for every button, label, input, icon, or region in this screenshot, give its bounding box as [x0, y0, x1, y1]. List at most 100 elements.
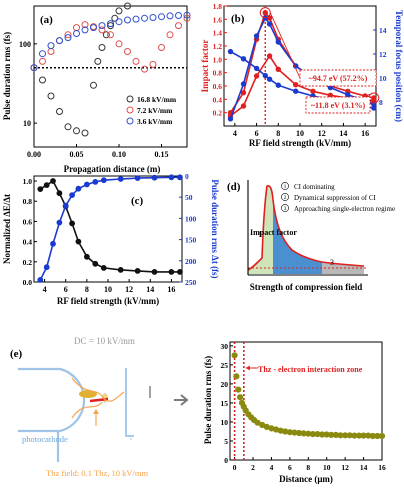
data-point	[73, 127, 80, 135]
data-point	[158, 44, 165, 51]
data-point	[158, 13, 165, 21]
data-point	[75, 238, 82, 245]
data-point	[266, 21, 273, 27]
y-tick-label: 30	[221, 342, 229, 351]
data-point	[98, 26, 106, 34]
panel-b-annotations: ~94.7 eV (57.2%) ~11.8 eV (3.1%)	[299, 69, 377, 114]
data-point	[81, 129, 89, 137]
photocathode-shape	[18, 367, 86, 433]
data-point	[56, 190, 63, 197]
data-point	[141, 65, 148, 73]
data-point	[37, 186, 44, 193]
x-tick-label: 12	[318, 129, 326, 138]
panel-e-label: (e)	[10, 348, 23, 360]
y-tick-label: 0.6	[213, 82, 223, 91]
x-tick-label: 10	[104, 285, 112, 294]
panel-c-label: (c)	[131, 195, 144, 207]
data-point	[56, 219, 63, 226]
y2-tick-label: 10	[379, 74, 387, 83]
panel-e-ticks: 0 2 4 6 8 10 12 14 16 0 5 10 15 20 25 30	[221, 342, 387, 472]
data-point	[43, 182, 50, 189]
data-point	[117, 176, 124, 182]
data-point	[47, 92, 55, 100]
data-point	[94, 57, 102, 65]
data-point	[168, 174, 175, 181]
y-tick-label: 10	[221, 418, 229, 427]
legend-label: 3.6 kV/mm	[137, 117, 173, 126]
data-point	[64, 123, 72, 131]
data-point	[275, 82, 281, 88]
panel-c-frame	[33, 175, 183, 283]
data-point	[240, 103, 247, 109]
x-tick-label: 0	[233, 463, 237, 472]
y-tick-label: 1.8	[213, 2, 223, 11]
x-tick-label: 12	[125, 285, 133, 294]
data-point	[98, 22, 106, 30]
y-tick-label: 100	[19, 40, 31, 49]
panel-b-marks	[227, 6, 380, 126]
x-tick-label: 0.00	[27, 150, 41, 159]
data-point	[231, 352, 238, 359]
region-1-fill	[262, 185, 273, 274]
data-point	[115, 7, 123, 15]
x-tick-label: 10	[323, 463, 331, 472]
data-point	[75, 185, 82, 192]
data-point	[266, 76, 273, 82]
x-tick-label: 4	[233, 129, 237, 138]
data-point	[115, 18, 123, 26]
panel-e-ylabel: Pulse duration rms (fs)	[203, 356, 213, 444]
y-tick-label: 1.2	[213, 42, 223, 51]
data-point	[47, 42, 55, 50]
data-point	[132, 15, 140, 23]
panel-e-marks	[231, 342, 386, 460]
legend-num-3: 3	[284, 206, 287, 212]
data-point	[124, 16, 131, 24]
thz-arrow-head	[93, 409, 99, 414]
x-tick-label: 16	[361, 129, 369, 138]
panel-d-ylabel: Impact factor	[250, 228, 297, 237]
data-point	[107, 31, 114, 39]
data-point	[98, 44, 106, 51]
y2-tick-label: 8	[379, 98, 383, 107]
panel-a-xlabel: Propagation distance (m)	[64, 164, 161, 174]
data-point	[235, 386, 242, 393]
panel-e-chart: Distance (μm) Pulse duration rms (fs) 0 2…	[203, 341, 387, 484]
data-point	[378, 432, 386, 440]
y-tick-label: 10	[23, 119, 31, 128]
panel-a-label: (a)	[40, 14, 53, 26]
data-point	[262, 72, 268, 79]
panel-e-schematic: (e) DC = 10 kV/mm photocathode Thz field…	[10, 336, 189, 478]
data-point	[253, 73, 260, 79]
data-point	[92, 179, 99, 185]
interaction-zone-annotation: Thz - electron interaction zone	[258, 365, 363, 374]
panel-b-ylabel: Impact factor	[200, 40, 210, 93]
y-tick-label: 25	[221, 361, 229, 370]
data-point	[134, 268, 141, 274]
data-point	[175, 22, 182, 30]
x-tick-label: 0.15	[155, 150, 169, 159]
data-point	[275, 66, 281, 73]
panel-c-ylabel2: Pulse duration rms Δt (fs)	[210, 179, 220, 278]
panel-a-frame	[33, 5, 188, 148]
legend-marker	[126, 106, 134, 114]
y2-tick-label: 12	[379, 50, 387, 59]
data-point	[240, 56, 247, 62]
data-point	[43, 264, 50, 271]
panel-c-ticks: 4 6 8 10 12 14 16 0.0 0.2 0.4 0.6 0.8 1.0 0 50 100 150 20…	[23, 172, 197, 294]
x-tick-label: 0.05	[70, 150, 84, 159]
annotation-2: ~11.8 eV (3.1%)	[311, 101, 366, 110]
panel-a: (a) Propagation distance (m) Pulse durat…	[2, 2, 191, 174]
data-point	[56, 37, 63, 45]
data-point	[107, 22, 114, 30]
data-point	[253, 65, 260, 72]
y-tick-label: 1.6	[213, 15, 223, 24]
annotation-arrow-1	[269, 12, 301, 79]
x-tick-label: 0.10	[112, 150, 126, 159]
y-tick-label: 0.4	[23, 238, 33, 247]
x-tick-label: 6	[255, 129, 259, 138]
legend-circle-1	[281, 182, 289, 190]
y-tick-label: 0.0	[23, 278, 33, 287]
panel-d: (d) Impact factor Strength of compressio…	[227, 180, 395, 292]
legend-marker	[126, 117, 134, 125]
data-point	[175, 12, 182, 19]
